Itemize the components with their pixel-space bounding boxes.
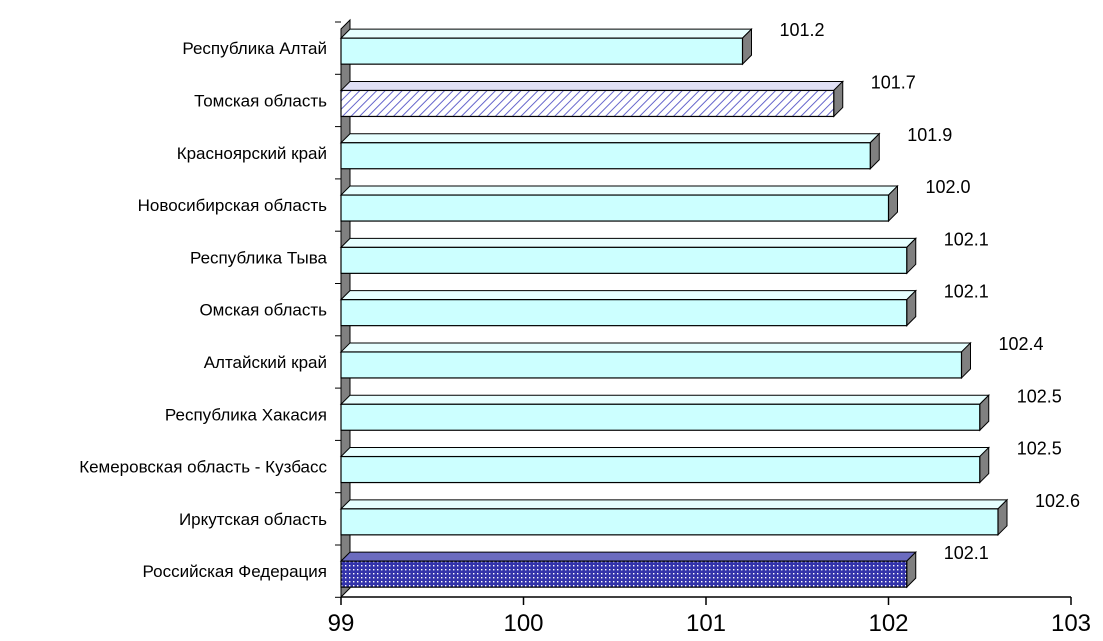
value-label: 101.7	[871, 72, 916, 92]
x-tick-label: 99	[328, 610, 355, 637]
bar	[339, 132, 881, 170]
bar-top-face	[339, 342, 972, 353]
x-tick-label: 102	[868, 610, 908, 637]
bar-front-face	[340, 455, 981, 484]
bar-top-face	[339, 133, 881, 144]
category-label: Республика Тыва	[190, 248, 328, 267]
bar	[339, 446, 990, 484]
category-label: Иркутская область	[179, 510, 327, 529]
bar-front-face	[340, 508, 999, 536]
value-label: 102.0	[926, 177, 971, 197]
category-label: Республика Хакасия	[165, 405, 327, 424]
bar	[339, 289, 917, 327]
bar-front-face	[340, 37, 744, 65]
bar-series	[339, 27, 1009, 589]
x-tick-label: 101	[686, 610, 726, 637]
bar-top-face	[339, 28, 753, 39]
bar-front-face	[340, 560, 908, 588]
bar-front-face	[340, 403, 981, 431]
value-label: 101.9	[907, 125, 952, 145]
value-label: 102.1	[944, 282, 989, 302]
bar	[339, 80, 844, 118]
bar-top-face	[339, 290, 917, 301]
chart-labels: 99 100 101 102 103 Республика Алтай 101.2 Томск…	[79, 20, 1091, 637]
value-label: 102.1	[944, 543, 989, 563]
value-label: 102.6	[1035, 491, 1080, 511]
bar-top-face	[339, 185, 899, 196]
category-label: Алтайский край	[204, 353, 327, 372]
bar-front-face	[340, 89, 835, 118]
bar	[339, 184, 899, 223]
x-tick-label: 103	[1051, 610, 1091, 637]
bar-top-face	[339, 394, 990, 405]
bar	[339, 550, 917, 589]
category-label: Томская область	[194, 91, 327, 110]
value-label: 102.5	[1017, 439, 1062, 459]
bar-front-face	[340, 194, 890, 222]
bar	[339, 237, 917, 275]
category-label: Республика Алтай	[182, 39, 327, 58]
bar-top-face	[339, 80, 844, 91]
bar-top-face	[339, 499, 1009, 510]
bar-top-face	[339, 237, 917, 248]
bar-front-face	[340, 246, 908, 274]
bar	[339, 498, 1009, 537]
category-label: Кемеровская область - Кузбасс	[79, 458, 327, 477]
bar-front-face	[340, 142, 871, 170]
bar	[339, 27, 753, 66]
x-tick-label: 100	[503, 610, 543, 637]
value-label: 101.2	[780, 20, 825, 40]
bar	[339, 394, 990, 432]
category-label: Новосибирская область	[138, 196, 327, 215]
bar-top-face	[339, 447, 990, 458]
bar-front-face	[340, 299, 908, 327]
category-label: Красноярский край	[177, 144, 327, 163]
value-label: 102.4	[999, 334, 1044, 354]
bar-top-face	[339, 551, 917, 562]
category-label: Российская Федерация	[143, 562, 327, 581]
category-label: Омская область	[199, 301, 327, 320]
bar-front-face	[340, 351, 963, 379]
bar	[339, 341, 972, 380]
value-label: 102.1	[944, 229, 989, 249]
value-label: 102.5	[1017, 386, 1062, 406]
